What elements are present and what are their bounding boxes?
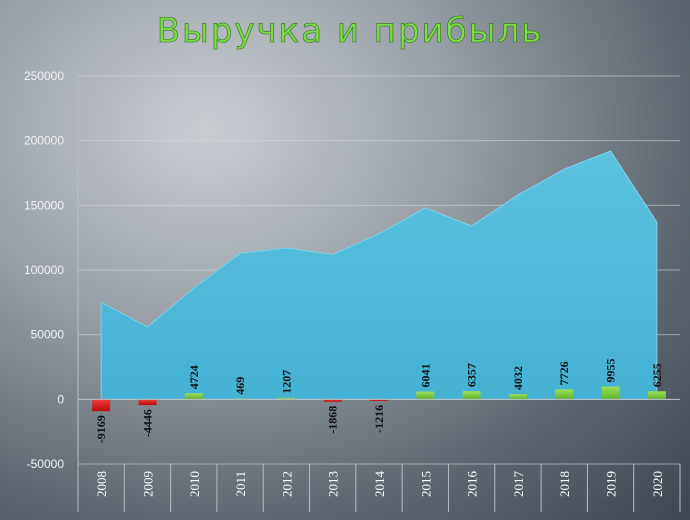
x-tick-label: 2019 bbox=[604, 471, 619, 497]
profit-bar-2009 bbox=[138, 399, 157, 406]
profit-data-label: 1207 bbox=[279, 370, 293, 394]
y-tick-label: 50000 bbox=[31, 328, 65, 342]
x-tick-label: 2008 bbox=[94, 471, 109, 497]
profit-data-label: 7726 bbox=[557, 361, 571, 385]
x-tick-label: 2018 bbox=[557, 471, 572, 497]
profit-bar-2010 bbox=[184, 393, 203, 400]
x-tick-label: 2013 bbox=[326, 471, 341, 497]
profit-data-label: 6041 bbox=[418, 364, 432, 388]
profit-data-label: -1216 bbox=[372, 405, 386, 433]
profit-bar-2018 bbox=[555, 389, 574, 400]
y-tick-label: 150000 bbox=[24, 198, 64, 212]
x-tick-label: 2016 bbox=[465, 471, 480, 498]
x-tick-label: 2012 bbox=[279, 471, 294, 497]
profit-bar-2013 bbox=[323, 399, 342, 402]
chart-title: Выручка и прибыль bbox=[157, 11, 544, 51]
x-tick-label: 2009 bbox=[140, 471, 155, 497]
axes: -50000 0 50000 100000 150000 200000 250000 2008… bbox=[24, 69, 681, 512]
x-tick-label: 2015 bbox=[418, 471, 433, 497]
x-tick-label: 2020 bbox=[650, 471, 665, 497]
x-tick-label: 2014 bbox=[372, 471, 387, 498]
revenue-area bbox=[100, 150, 658, 400]
y-tick-label: 250000 bbox=[24, 69, 64, 83]
profit-data-label: 9955 bbox=[604, 358, 618, 382]
profit-data-label: 4032 bbox=[511, 366, 525, 390]
profit-bar-2014 bbox=[370, 399, 388, 401]
profit-data-label: 469 bbox=[233, 377, 247, 395]
x-tick-label: 2010 bbox=[187, 471, 202, 497]
x-tick-label: 2017 bbox=[511, 471, 526, 498]
profit-data-label: -1868 bbox=[326, 406, 340, 434]
x-tick-label: 2011 bbox=[233, 471, 248, 497]
profit-bar-2008 bbox=[92, 399, 111, 412]
profit-data-label: 6255 bbox=[650, 363, 664, 387]
y-tick-label: 200000 bbox=[24, 134, 64, 148]
profit-bar-2015 bbox=[416, 391, 435, 400]
revenue-area-series bbox=[100, 150, 658, 400]
profit-bar-2019 bbox=[601, 386, 620, 400]
y-tick-label: -50000 bbox=[27, 457, 65, 471]
y-tick-label: 100000 bbox=[24, 263, 64, 277]
profit-data-label: 4724 bbox=[187, 365, 201, 389]
profit-data-label: 6357 bbox=[465, 363, 479, 387]
profit-bar-2020 bbox=[647, 391, 666, 400]
profit-bar-2016 bbox=[462, 391, 481, 400]
profit-data-label: -9169 bbox=[94, 415, 108, 443]
profit-bar-2012 bbox=[277, 397, 296, 400]
profit-bar-2017 bbox=[508, 394, 527, 400]
profit-data-label: -4446 bbox=[140, 409, 154, 437]
profit-bar-series: -9169 -4446 4724 469 1207 -1868 -1216 6041 6357 4… bbox=[92, 358, 666, 443]
y-tick-label: 0 bbox=[57, 392, 64, 406]
